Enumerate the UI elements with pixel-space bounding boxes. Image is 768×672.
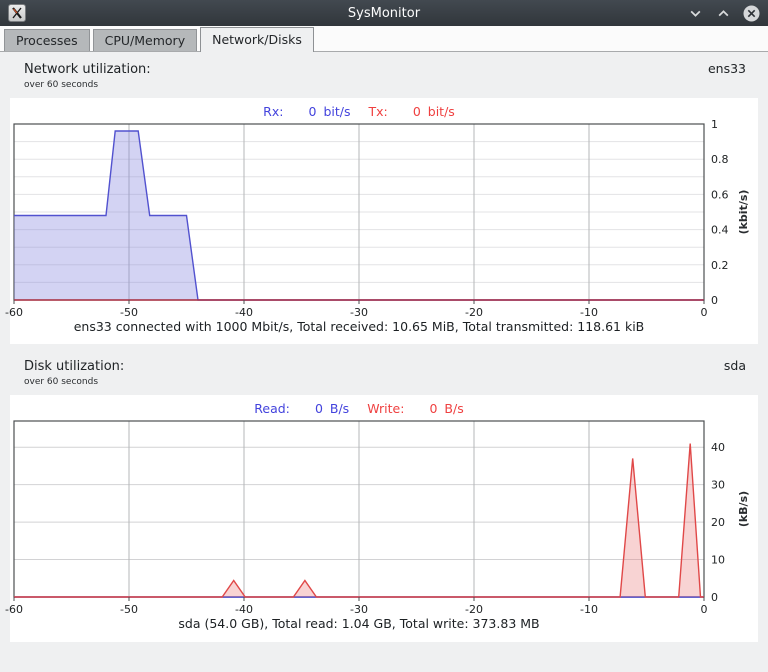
svg-text:-30: -30 — [350, 306, 368, 319]
disk-section-header: Disk utilization: sda over 60 seconds — [0, 344, 768, 389]
read-value: 0 — [314, 401, 323, 416]
window-title: SysMonitor — [347, 5, 421, 21]
window-controls — [686, 4, 760, 22]
svg-text:-20: -20 — [465, 603, 483, 616]
svg-text:-50: -50 — [120, 306, 138, 319]
disk-section-subtitle: over 60 seconds — [24, 377, 99, 387]
network-caption: ens33 connected with 1000 Mbit/s, Total … — [73, 319, 645, 334]
disk-caption: sda (54.0 GB), Total read: 1.04 GB, Tota… — [178, 616, 540, 631]
svg-text:0.8: 0.8 — [711, 153, 729, 166]
read-label: Read: — [254, 401, 290, 416]
svg-text:0.6: 0.6 — [711, 188, 729, 201]
tab-cpu-memory[interactable]: CPU/Memory — [92, 29, 198, 51]
disk-device-name: sda — [723, 358, 746, 373]
svg-text:0: 0 — [701, 306, 708, 319]
close-icon — [743, 5, 759, 21]
svg-text:-40: -40 — [235, 603, 253, 616]
disk-chart-panel: Read: 0 B/s Write: 0 B/s -60 -50 -40 -30 -20… — [5, 395, 758, 642]
maximize-button[interactable] — [714, 4, 732, 22]
network-section-title: Network utilization: — [24, 62, 151, 77]
svg-text:-30: -30 — [350, 603, 368, 616]
network-section-header: Network utilization: ens33 over 60 secon… — [0, 52, 768, 92]
svg-text:10: 10 — [711, 554, 725, 567]
close-button[interactable] — [742, 4, 760, 22]
svg-text:1: 1 — [711, 118, 718, 131]
svg-text:0: 0 — [701, 603, 708, 616]
tx-legend-entry: Tx: 0 bit/s — [369, 104, 455, 120]
write-label: Write: — [367, 401, 405, 416]
svg-text:-50: -50 — [120, 603, 138, 616]
write-legend-entry: Write: 0 B/s — [367, 401, 464, 417]
disk-chart: -60 -50 -40 -30 -20 -10 00 10 20 30 40 (kB/s) — [5, 420, 750, 616]
rx-legend-entry: Rx: 0 bit/s — [263, 104, 350, 120]
network-chart: -60 -50 -40 -30 -20 -10 00 0.2 0.4 0.6 0.8 1 (kbit/s… — [5, 118, 750, 319]
tx-unit: bit/s — [427, 104, 455, 119]
disk-legend: Read: 0 B/s Write: 0 B/s — [14, 401, 704, 417]
svg-text:-20: -20 — [465, 306, 483, 319]
write-unit: B/s — [444, 401, 464, 416]
svg-text:20: 20 — [711, 516, 725, 529]
write-value: 0 — [429, 401, 438, 416]
svg-text:0.4: 0.4 — [711, 224, 729, 237]
read-unit: B/s — [329, 401, 350, 416]
tab-network-disks[interactable]: Network/Disks — [200, 27, 314, 52]
disk-section-title: Disk utilization: — [24, 359, 125, 374]
tab-bar: Processes CPU/Memory Network/Disks — [0, 26, 768, 52]
network-chart-panel: Rx: 0 bit/s Tx: 0 bit/s -60 -50 -40 -30 -20-… — [5, 98, 758, 344]
svg-text:-60: -60 — [5, 603, 23, 616]
rx-unit: bit/s — [323, 104, 351, 119]
svg-text:0.2: 0.2 — [711, 259, 729, 272]
network-section-subtitle: over 60 seconds — [24, 80, 99, 90]
read-legend-entry: Read: 0 B/s — [254, 401, 349, 417]
network-interface-name: ens33 — [707, 61, 746, 76]
minimize-button[interactable] — [686, 4, 704, 22]
titlebar: SysMonitor — [0, 0, 768, 26]
rx-label: Rx: — [263, 104, 284, 119]
chevron-down-icon — [690, 10, 700, 17]
svg-text:(kbit/s): (kbit/s) — [737, 190, 750, 235]
app-icon — [8, 4, 26, 22]
svg-text:-60: -60 — [5, 306, 23, 319]
svg-text:(kB/s): (kB/s) — [737, 491, 750, 527]
svg-text:-10: -10 — [580, 306, 598, 319]
network-legend: Rx: 0 bit/s Tx: 0 bit/s — [14, 104, 704, 120]
svg-text:30: 30 — [711, 479, 725, 492]
tab-processes[interactable]: Processes — [4, 29, 90, 51]
tx-label: Tx: — [368, 104, 388, 119]
svg-text:0: 0 — [711, 591, 718, 604]
xterm-x-icon — [12, 7, 22, 19]
tx-value: 0 — [412, 104, 421, 119]
svg-text:0: 0 — [711, 294, 718, 307]
svg-text:-40: -40 — [235, 306, 253, 319]
svg-text:40: 40 — [711, 441, 725, 454]
rx-value: 0 — [308, 104, 317, 119]
svg-text:-10: -10 — [580, 603, 598, 616]
chevron-up-icon — [718, 9, 728, 16]
